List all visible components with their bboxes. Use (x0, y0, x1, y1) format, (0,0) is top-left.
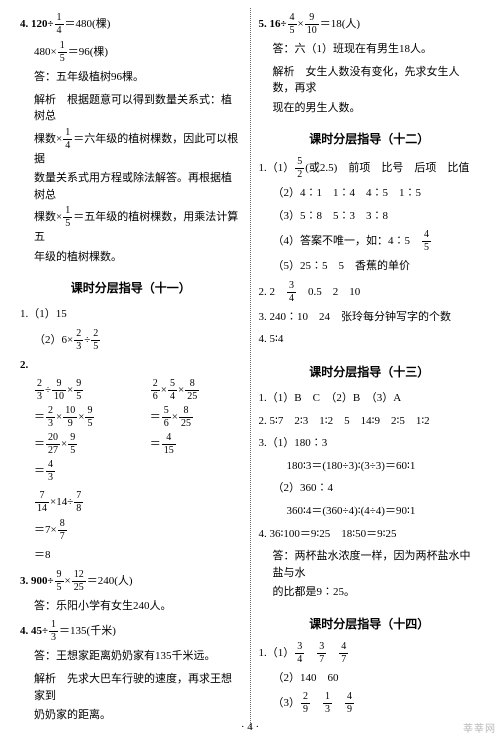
s12-q3: 3. 240∶10 24 张玲每分钟写字的个数 (259, 309, 481, 327)
q4-line2: 480×15＝96(棵) (20, 41, 242, 64)
page-columns: 4. 120÷14＝480(棵) 480×15＝96(棵) 答：五年级植树96棵… (0, 0, 500, 747)
section-13-title: 课时分层指导（十三） (259, 363, 481, 380)
eq-r2: ＝56×825 (150, 406, 242, 429)
q4-exp4: 棵数×15＝五年级的植树棵数，用乘法计算五 (20, 206, 242, 246)
s11-q1-1: 1.（1）15 (20, 306, 242, 324)
eq-l4: ＝43 (34, 460, 126, 483)
s14-q1: 1.（1）34 37 47 (259, 642, 481, 665)
eq-l2: ＝23×109×95 (34, 406, 126, 429)
eq-l3: ＝2027×95 (34, 433, 126, 456)
text: （2）6× (34, 334, 73, 346)
text: 2. (20, 359, 28, 371)
s12-q1-2: （2）4∶1 1∶4 4∶5 1∶5 (259, 185, 481, 203)
r-q5ans: 答：六（1）班现在有男生18人。 (259, 41, 481, 59)
s11-q3ans: 答：乐阳小学有女生240人。 (20, 598, 242, 616)
fraction: 15 (63, 206, 72, 229)
page-number: · 4 · (0, 721, 500, 733)
s11-q4exp1: 解析 先求大巴车行驶的速度，再求王想家到 (20, 671, 242, 704)
eq-b3: ＝8 (20, 547, 242, 565)
eq-row2: ＝23×109×95 ＝56×825 (20, 406, 242, 429)
s14-q2: （2）140 60 (259, 670, 481, 688)
s14-q3: （3）29 13 49 (259, 692, 481, 715)
r-q5exp2: 现在的男生人数。 (259, 100, 481, 117)
s13-q2: 2. 5∶7 2∶3 1∶2 5 14∶9 2∶5 1∶2 (259, 413, 481, 431)
section-14-title: 课时分层指导（十四） (259, 615, 481, 632)
eq-row4: ＝43 (20, 460, 242, 483)
text: 棵数× (34, 211, 62, 223)
q4-exp3: 数量关系式用方程或除法解答。再根据植树总 (20, 170, 242, 203)
fraction: 15 (58, 41, 67, 64)
eq-l1: 23÷910×95 (34, 379, 126, 402)
s13-q3-1b: 180∶3＝(180÷3)∶(3÷3)＝60∶1 (259, 458, 481, 476)
s11-q4ans: 答：王想家距离奶奶家有135千米远。 (20, 648, 242, 666)
s11-q1-2: （2）6×23÷25 (20, 329, 242, 352)
s12-q1-4: （4）答案不唯一，如：4∶5 45 (259, 230, 481, 253)
s12-q1-1: 1.（1）52(或2.5) 前项 比号 后项 比值 (259, 157, 481, 180)
s13-q4: 4. 36∶100＝9∶25 18∶50＝9∶25 (259, 526, 481, 544)
s13-q4ans2: 的比都是9∶25。 (259, 584, 481, 601)
watermark: 莘莘网 (463, 720, 496, 735)
section-12-title: 课时分层指导（十二） (259, 130, 481, 147)
s12-q2: 2. 2 34 0.5 2 10 (259, 281, 481, 304)
s12-q1-3: （3）5∶8 5∶3 3∶8 (259, 208, 481, 226)
text: 480× (34, 46, 57, 58)
fraction: 14 (63, 128, 72, 151)
r-q5exp1: 解析 女生人数没有变化，先求女生人数，再求 (259, 64, 481, 97)
text: ÷ (84, 334, 90, 346)
s13-q3-1: 3.（1）180∶3 (259, 435, 481, 453)
q4-exp1: 解析 根据题意可以得到数量关系式：植树总 (20, 92, 242, 125)
s13-q3-2b: 360∶4＝(360÷4)∶(4÷4)＝90∶1 (259, 503, 481, 521)
s11-q3: 3. 900÷95×1225＝240(人) (20, 570, 242, 593)
s12-q1-5: （5）25∶5 5 香蕉的单价 (259, 258, 481, 276)
s11-q4: 4. 45÷13＝135(千米) (20, 620, 242, 643)
text: 棵数× (34, 133, 62, 145)
q4-exp5: 年级的植树棵数。 (20, 249, 242, 266)
q4-line1: 4. 120÷14＝480(棵) (20, 13, 242, 36)
right-column: 5. 16÷45×910＝18(人) 答：六（1）班现在有男生18人。 解析 女… (253, 8, 487, 727)
text: 4. 120÷ (20, 18, 54, 30)
text: ＝480(棵) (65, 18, 111, 30)
eq-b1: 714×14÷78 (20, 491, 242, 514)
fraction: 23 (74, 329, 83, 352)
eq-b2: ＝7×87 (20, 519, 242, 542)
fraction: 25 (91, 329, 100, 352)
s11-q2: 2. (20, 357, 242, 375)
eq-r1: 26×54×825 (150, 379, 242, 402)
eq-row3: ＝2027×95 ＝415 (20, 433, 242, 456)
left-column: 4. 120÷14＝480(棵) 480×15＝96(棵) 答：五年级植树96棵… (14, 8, 248, 727)
r-q5: 5. 16÷45×910＝18(人) (259, 13, 481, 36)
s13-q4ans: 答：两杯盐水浓度一样，因为两杯盐水中盐与水 (259, 548, 481, 581)
s12-q4: 4. 5∶4 (259, 331, 481, 349)
s13-q1: 1.（1）B C （2）B （3）A (259, 390, 481, 408)
column-divider (250, 8, 251, 727)
s13-q3-2: （2）360∶4 (259, 480, 481, 498)
eq-r3: ＝415 (150, 433, 242, 456)
q4-ans: 答：五年级植树96棵。 (20, 69, 242, 87)
text: ＝96(棵) (68, 46, 108, 58)
q4-exp2: 棵数×14＝六年级的植树棵数，因此可以根据 (20, 128, 242, 168)
eq-row1: 23÷910×95 26×54×825 (20, 379, 242, 402)
section-11-title: 课时分层指导（十一） (20, 279, 242, 296)
fraction: 14 (55, 13, 64, 36)
